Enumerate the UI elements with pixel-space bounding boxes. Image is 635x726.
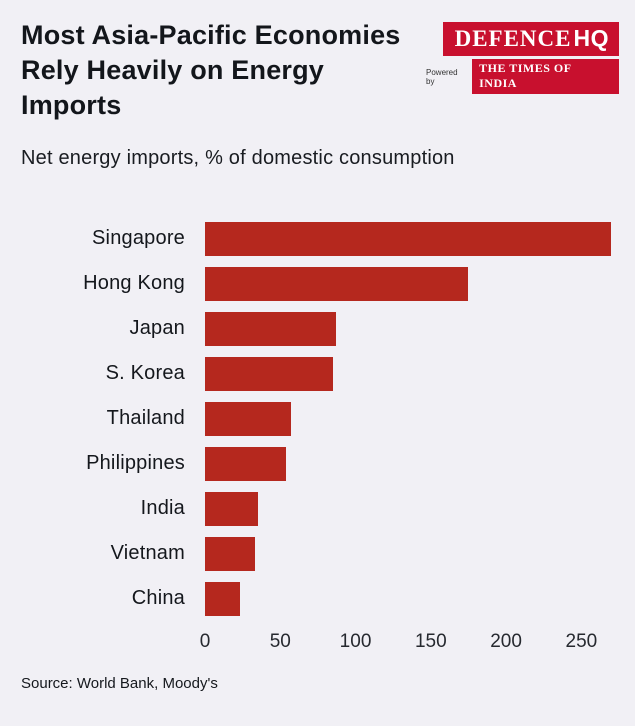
x-axis: 0 50 100 150 200 250 (200, 631, 619, 661)
bar-track (205, 446, 619, 481)
category-label: Singapore (92, 227, 185, 250)
logo-hq-text: HQ (573, 25, 609, 51)
bar-chart: Singapore Hong Kong Japan S. Korea Thailand P… (21, 216, 619, 661)
chart-row: Japan (21, 306, 619, 351)
chart-subtitle: Net energy imports, % of domestic consum… (21, 147, 455, 170)
bar-hong-kong (205, 266, 469, 301)
bar-track (205, 266, 619, 301)
bar-track (205, 536, 619, 571)
defencehq-logo: DEFENCE HQ Powered by THE TIMES OF INDIA (426, 22, 619, 94)
category-label: Japan (129, 317, 185, 340)
bar-thailand (205, 401, 291, 436)
chart-row: India (21, 486, 619, 531)
bar-india (205, 491, 258, 526)
category-label: S. Korea (105, 362, 185, 385)
header: Most Asia-Pacific Economies Rely Heavily… (21, 18, 619, 123)
x-tick-label: 100 (339, 631, 372, 653)
x-tick-label: 200 (490, 631, 522, 653)
category-label: Vietnam (110, 542, 185, 565)
powered-by-label: Powered by (426, 67, 458, 86)
category-label: China (131, 587, 185, 610)
x-tick-label: 150 (414, 631, 447, 653)
category-label: Thailand (106, 407, 185, 430)
chart-rows: Singapore Hong Kong Japan S. Korea Thailand P… (21, 216, 619, 621)
chart-row: Hong Kong (21, 261, 619, 306)
bar-vietnam (205, 536, 255, 571)
bar-singapore (205, 221, 612, 256)
bar-track (205, 221, 619, 256)
bar-japan (205, 311, 336, 346)
source-note: Source: World Bank, Moody's (21, 675, 218, 693)
x-tick-label: 250 (565, 631, 598, 653)
bar-track (205, 581, 619, 616)
chart-row: Singapore (21, 216, 619, 261)
chart-row: Philippines (21, 441, 619, 486)
chart-row: China (21, 576, 619, 621)
logo-powered-by: Powered by THE TIMES OF INDIA (426, 59, 619, 94)
x-tick-label: 0 (199, 631, 211, 653)
category-label: Hong Kong (83, 272, 185, 295)
logo-wordmark: DEFENCE HQ (442, 22, 619, 56)
bar-philippines (205, 446, 287, 481)
bar-track (205, 401, 619, 436)
bar-china (205, 581, 240, 616)
bar-track (205, 311, 619, 346)
chart-row: Vietnam (21, 531, 619, 576)
times-of-india-badge: THE TIMES OF INDIA (472, 59, 619, 94)
category-label: India (140, 497, 185, 520)
x-tick-label: 50 (269, 631, 291, 653)
bar-track (205, 356, 619, 391)
chart-row: Thailand (21, 396, 619, 441)
logo-defence-text: DEFENCE (454, 26, 572, 51)
bar-s-korea (205, 356, 333, 391)
chart-row: S. Korea (21, 351, 619, 396)
category-label: Philippines (86, 452, 185, 475)
bar-track (205, 491, 619, 526)
chart-title: Most Asia-Pacific Economies Rely Heavily… (21, 20, 401, 121)
